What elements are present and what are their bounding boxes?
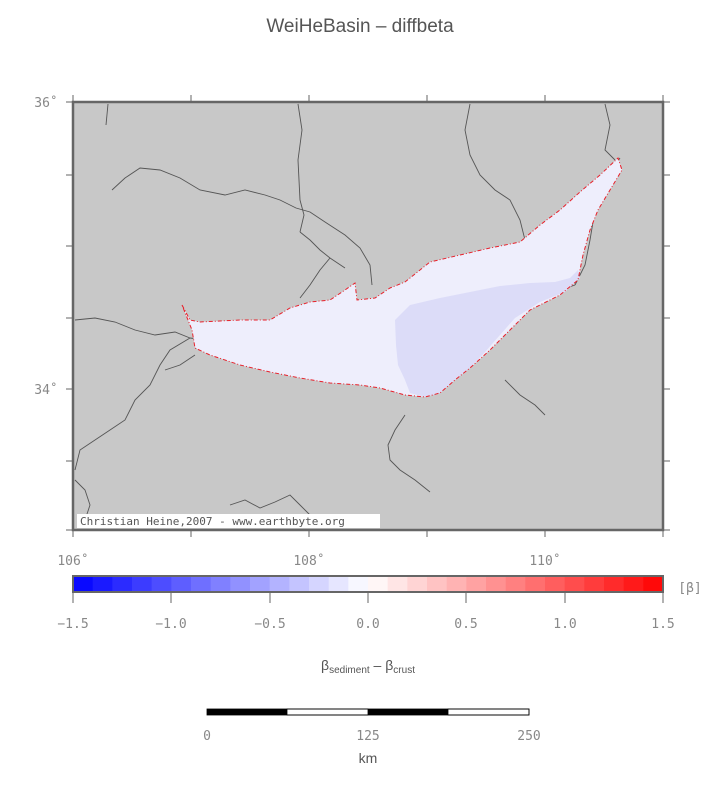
lat-label-36: 36˚ bbox=[34, 95, 57, 111]
colorbar-ticks bbox=[72, 592, 664, 603]
colorbar-cell bbox=[112, 576, 133, 592]
scale-tick-label: 125 bbox=[356, 729, 379, 744]
scale-tick-label: 0 bbox=[203, 729, 211, 744]
credit-text: Christian Heine,2007 - www.earthbyte.org bbox=[80, 515, 345, 528]
scale-segment bbox=[368, 709, 448, 715]
colorbar-cell bbox=[132, 576, 153, 592]
colorbar-cell bbox=[604, 576, 625, 592]
credit-box bbox=[77, 514, 380, 528]
colorbar-cell bbox=[269, 576, 290, 592]
colorbar-cell bbox=[368, 576, 389, 592]
colorbar-cell bbox=[171, 576, 192, 592]
scale-segment bbox=[447, 708, 530, 716]
colorbar-cell bbox=[230, 576, 251, 592]
colorbar-cell bbox=[446, 576, 467, 592]
colorbar-cell bbox=[545, 576, 566, 592]
map-panel: 36˚ 34˚ 106˚ 108˚ 110˚ Christian Heine,2… bbox=[34, 95, 670, 569]
colorbar-cell bbox=[407, 576, 428, 592]
map-frame bbox=[71, 100, 665, 532]
lon-label-110: 110˚ bbox=[529, 553, 560, 569]
scale-tick-label: 250 bbox=[517, 729, 540, 744]
colorbar-cells bbox=[73, 576, 664, 592]
scale-segment bbox=[207, 709, 287, 715]
colorbar-cell bbox=[584, 576, 605, 592]
map-ticks bbox=[66, 95, 670, 537]
colorbar: −1.5 −1.0 −0.5 0.0 0.5 1.0 1.5 [β] βsedi… bbox=[57, 575, 702, 676]
colorbar-cell bbox=[250, 576, 271, 592]
colorbar-cell bbox=[564, 576, 585, 592]
lat-label-34: 34˚ bbox=[34, 382, 57, 398]
scale-unit: km bbox=[359, 750, 378, 766]
lon-label-106: 106˚ bbox=[57, 553, 88, 569]
colorbar-cell bbox=[623, 576, 644, 592]
colorbar-cell bbox=[328, 576, 349, 592]
scale-segment bbox=[286, 708, 369, 716]
colorbar-tick-label: 1.0 bbox=[553, 617, 576, 632]
colorbar-cell bbox=[486, 576, 507, 592]
colorbar-cell bbox=[191, 576, 212, 592]
colorbar-cell bbox=[289, 576, 310, 592]
colorbar-cell bbox=[466, 576, 487, 592]
colorbar-cell bbox=[210, 576, 231, 592]
colorbar-cell bbox=[92, 576, 113, 592]
lon-label-108: 108˚ bbox=[293, 553, 324, 569]
scale-bar: 0 125 250 km bbox=[203, 708, 541, 766]
map-title: WeiHeBasin – diffbeta bbox=[266, 16, 454, 37]
colorbar-cell bbox=[348, 576, 369, 592]
colorbar-tick-label: 1.5 bbox=[651, 617, 674, 632]
colorbar-cell bbox=[73, 576, 94, 592]
colorbar-tick-label: −1.0 bbox=[155, 617, 186, 632]
colorbar-tick-label: 0.5 bbox=[454, 617, 477, 632]
colorbar-cell bbox=[151, 576, 172, 592]
colorbar-cell bbox=[309, 576, 330, 592]
colorbar-cell bbox=[525, 576, 546, 592]
colorbar-cell bbox=[387, 576, 408, 592]
colorbar-tick-label: −0.5 bbox=[254, 617, 285, 632]
colorbar-cell bbox=[427, 576, 448, 592]
colorbar-cell bbox=[505, 576, 526, 592]
colorbar-unit: [β] bbox=[678, 581, 701, 596]
colorbar-cell bbox=[643, 576, 664, 592]
colorbar-tick-label: −1.5 bbox=[57, 617, 88, 632]
colorbar-label: βsediment – βcrust bbox=[321, 657, 415, 676]
basin-area bbox=[181, 157, 623, 398]
colorbar-tick-label: 0.0 bbox=[356, 617, 379, 632]
